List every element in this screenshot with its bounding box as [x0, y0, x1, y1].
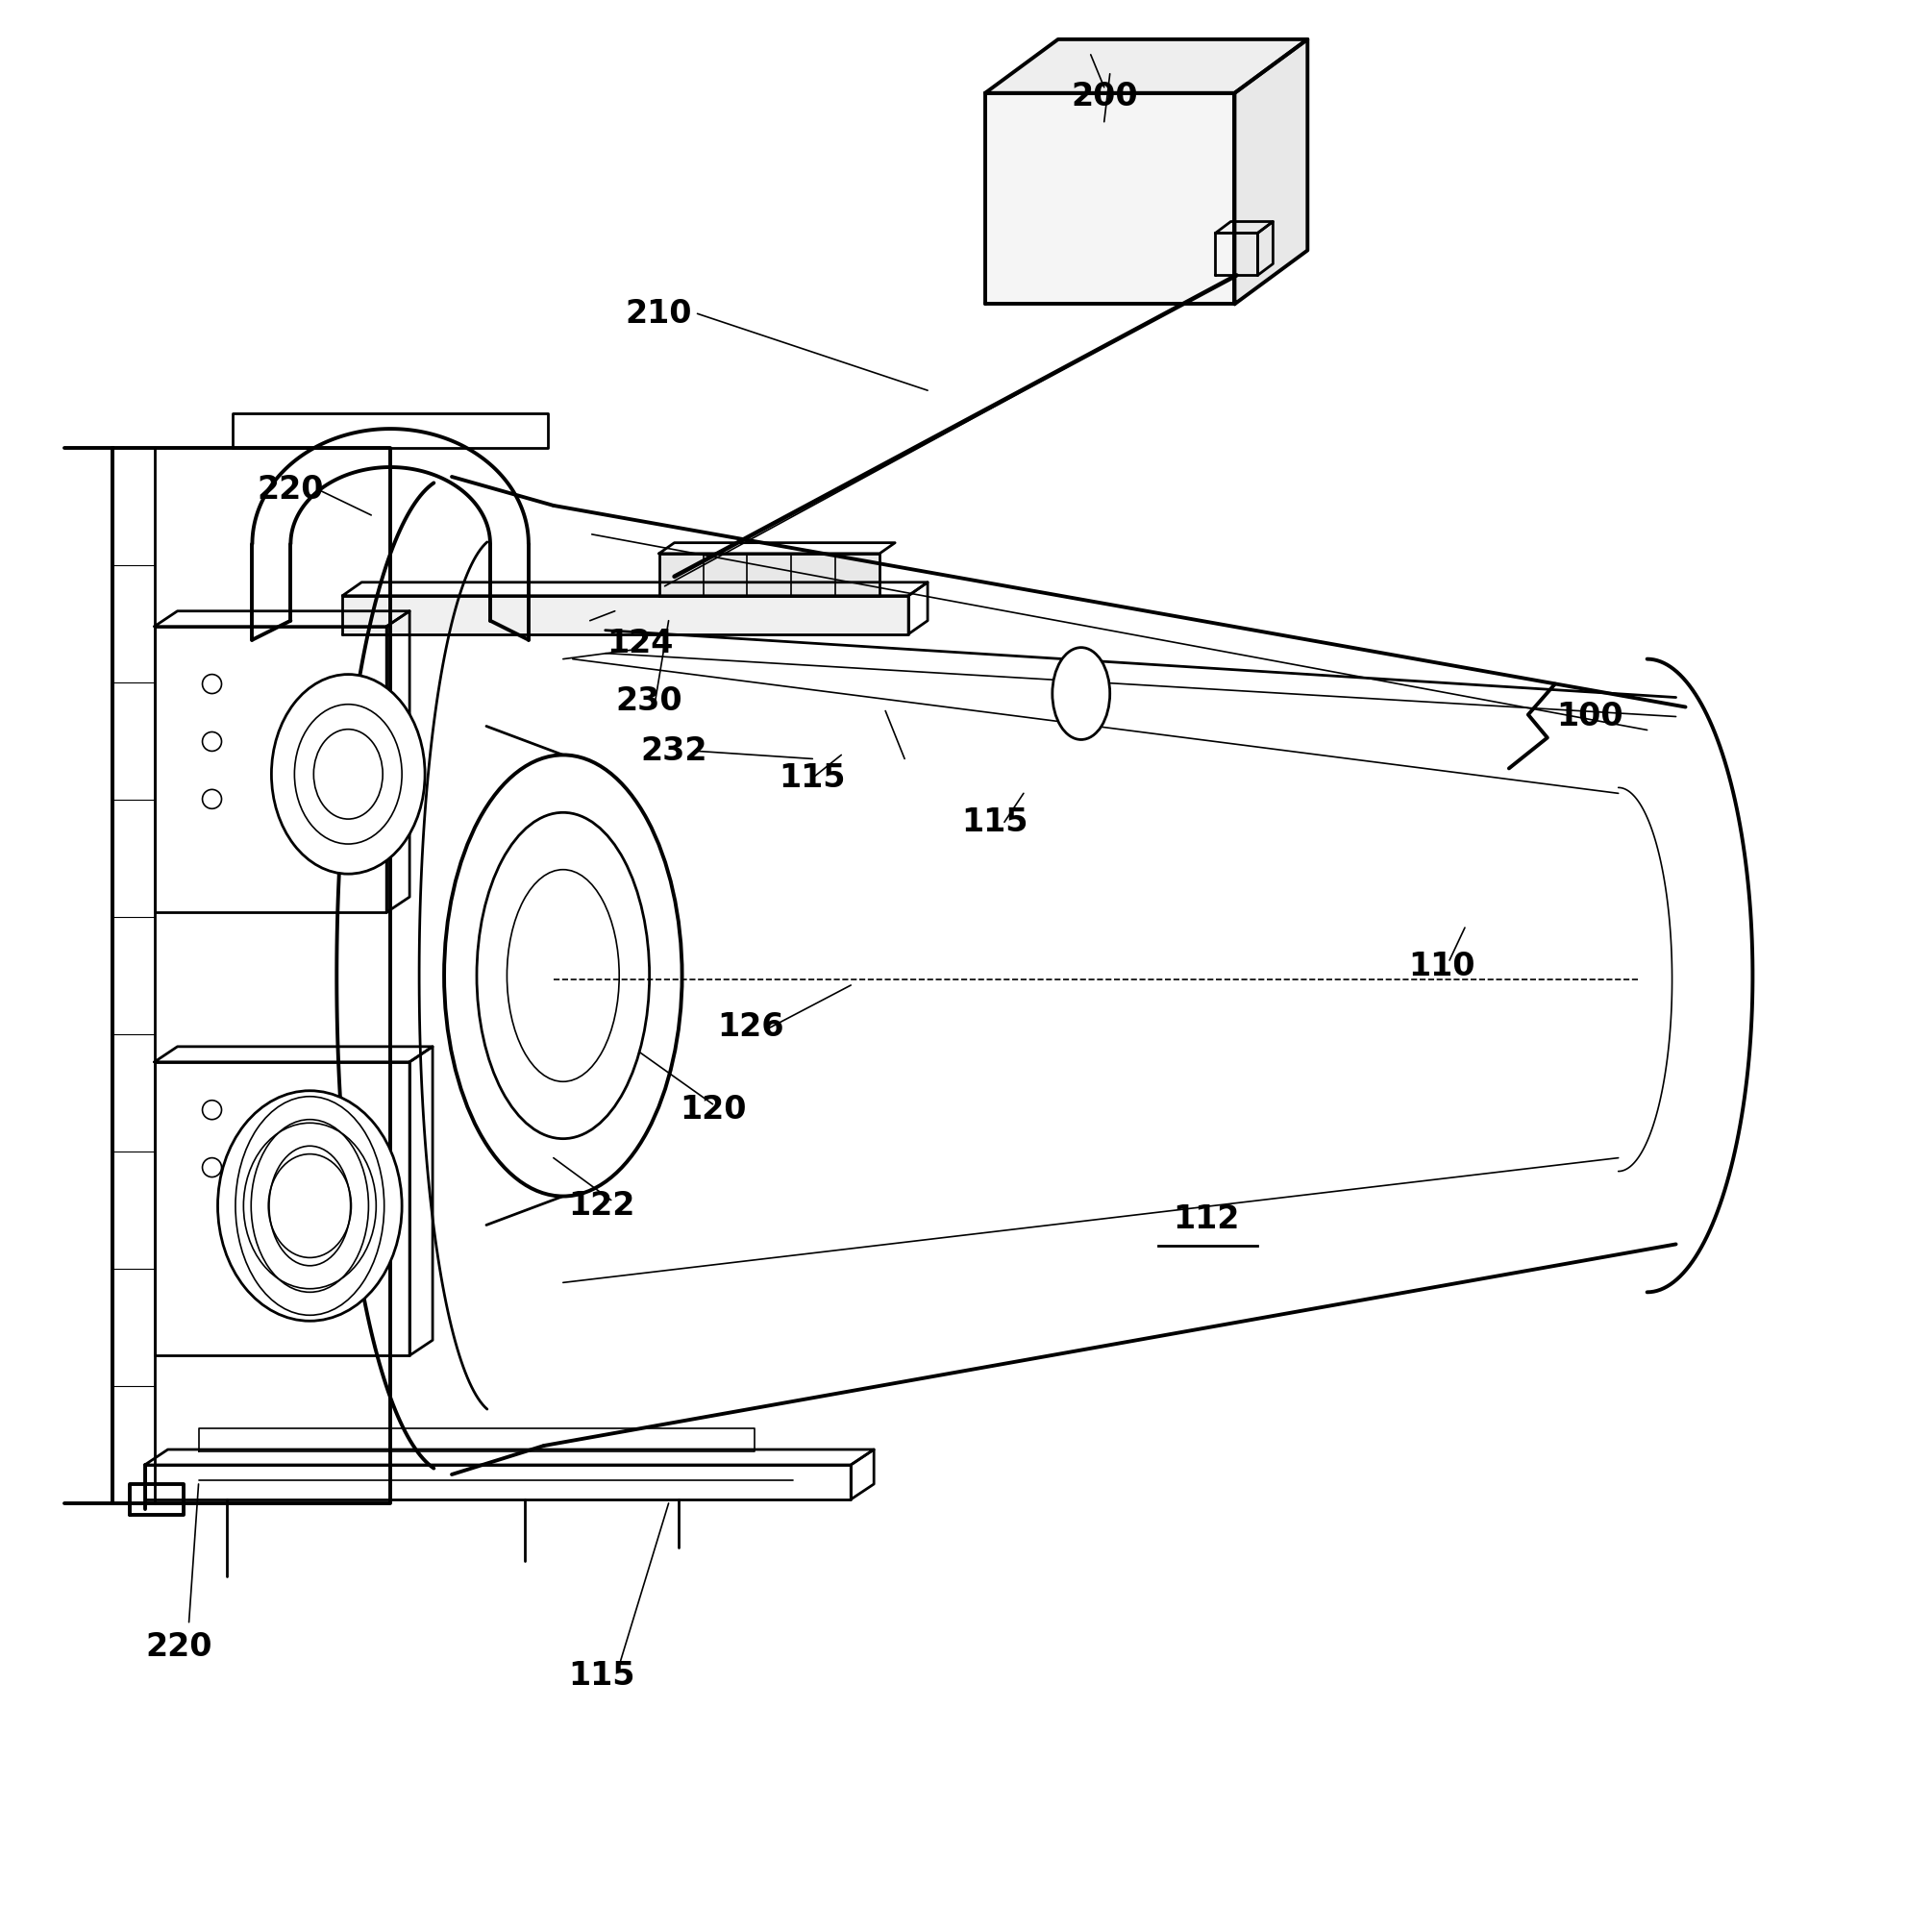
Text: 115: 115 [568, 1660, 636, 1692]
Ellipse shape [1053, 647, 1109, 740]
Polygon shape [985, 39, 1308, 93]
Text: 210: 210 [626, 298, 692, 330]
Text: 122: 122 [568, 1190, 636, 1221]
Text: 115: 115 [779, 761, 846, 794]
Text: 100: 100 [1555, 701, 1623, 732]
Text: 232: 232 [641, 736, 707, 767]
Ellipse shape [218, 1092, 402, 1321]
Text: 120: 120 [680, 1094, 746, 1126]
Text: 110: 110 [1408, 951, 1476, 981]
Text: 200: 200 [1070, 81, 1138, 112]
Text: 220: 220 [147, 1631, 213, 1663]
Text: 220: 220 [257, 475, 325, 506]
Polygon shape [659, 553, 879, 595]
Text: 115: 115 [962, 806, 1028, 838]
Polygon shape [342, 595, 908, 634]
Text: 124: 124 [607, 628, 672, 659]
Text: 230: 230 [616, 686, 682, 717]
Polygon shape [1235, 39, 1308, 303]
Text: 126: 126 [717, 1012, 784, 1043]
Polygon shape [985, 93, 1235, 303]
Ellipse shape [272, 674, 425, 873]
Text: 112: 112 [1173, 1204, 1238, 1235]
